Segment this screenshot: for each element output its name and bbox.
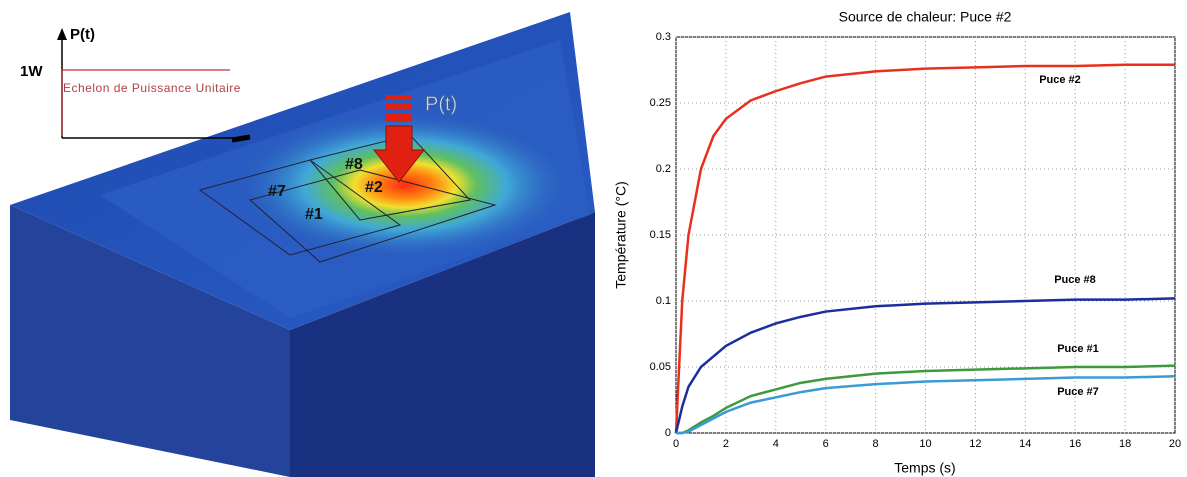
power-axis-label: P(t) (70, 26, 95, 43)
power-arrow (372, 95, 426, 183)
y-tick-label: 0.1 (656, 295, 671, 307)
heat-spot (235, 110, 575, 260)
x-tick-label: 20 (1169, 438, 1181, 450)
x-tick-label: 12 (969, 438, 981, 450)
time-axis-dot (231, 134, 251, 143)
chart-title: Source de chaleur: Puce #2 (839, 9, 1012, 25)
step-caption: Echelon de Puissance Unitaire (63, 81, 241, 95)
x-tick-label: 6 (823, 438, 829, 450)
chip-outline (198, 159, 402, 256)
series-line (676, 364, 1176, 435)
chip-outline (248, 169, 497, 263)
y-tick-label: 0.3 (656, 31, 671, 43)
x-tick-label: 2 (723, 438, 729, 450)
y-tick-label: 0.05 (650, 361, 671, 373)
chip-label: #7 (268, 183, 286, 200)
x-tick-label: 14 (1019, 438, 1031, 450)
series-label: Puce #8 (1054, 274, 1096, 286)
power-step-inset: P(t) 1W Echelon de Puissance Unitaire (20, 26, 241, 139)
slab-side (290, 212, 595, 477)
series-label: Puce #7 (1057, 386, 1099, 398)
x-tick-label: 10 (919, 438, 931, 450)
series-line (674, 63, 1175, 434)
thermal-model: P(t) #8 #2 #7 #1 P(t) 1W Echelon de Puis… (10, 12, 595, 477)
x-tick-label: 0 (673, 438, 679, 450)
y-tick-label: 0 (665, 427, 671, 439)
chip-label: #8 (345, 156, 363, 173)
x-tick-label: 8 (873, 438, 879, 450)
y-tick-label: 0.15 (650, 229, 671, 241)
y-tick-label: 0.25 (650, 97, 671, 109)
x-tick-label: 4 (773, 438, 779, 450)
chip-label: #2 (365, 179, 383, 196)
y-tick-label: 0.2 (656, 163, 671, 175)
x-axis-label: Temps (s) (894, 460, 955, 476)
arrow-label: P(t) (425, 93, 457, 115)
power-level: 1W (20, 63, 43, 80)
chip-outline (309, 134, 471, 221)
series-label: Puce #1 (1057, 343, 1099, 355)
x-tick-label: 16 (1069, 438, 1081, 450)
series-line (676, 374, 1176, 435)
step-caption-box: Echelon de Puissance Unitaire (63, 81, 241, 95)
y-axis-label: Température (°C) (613, 181, 629, 289)
slab-front (10, 205, 290, 477)
series-line (674, 297, 1176, 434)
chart: Source de chaleur: Puce #2 Temps (s) Tem… (613, 9, 1181, 476)
chip-label: #1 (305, 206, 323, 223)
x-tick-label: 18 (1119, 438, 1131, 450)
series-label: Puce #2 (1039, 74, 1081, 86)
